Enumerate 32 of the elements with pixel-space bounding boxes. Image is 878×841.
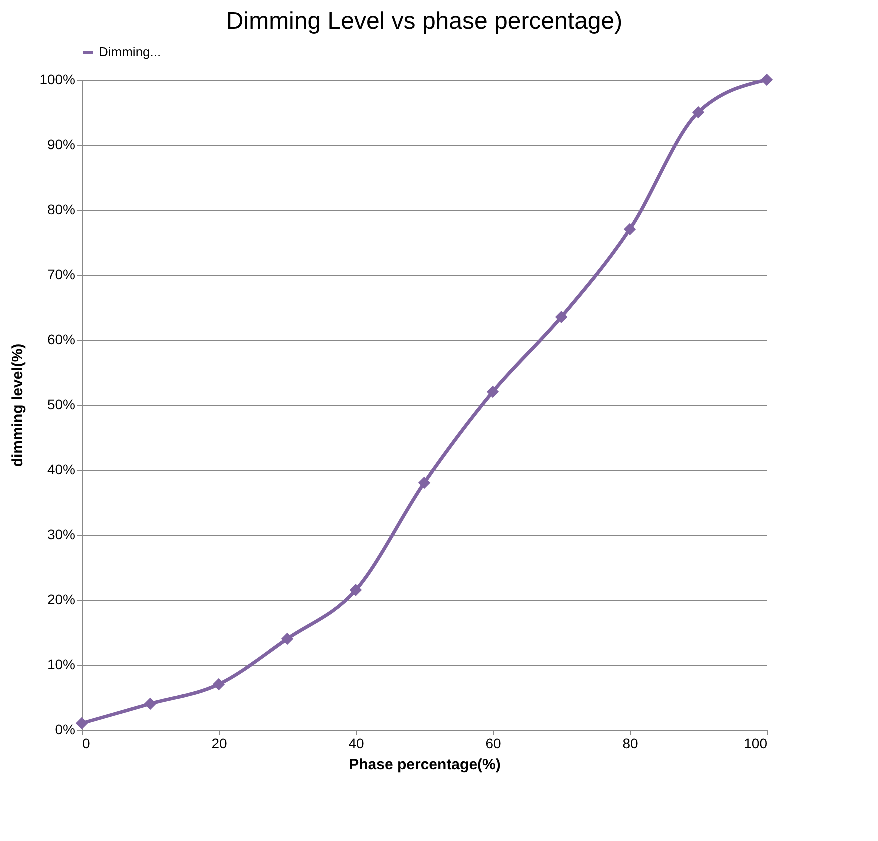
y-tick-label: 100%	[40, 72, 76, 88]
y-tick-label: 40%	[47, 462, 76, 478]
y-tick-label: 20%	[47, 592, 76, 608]
y-tick-label: 30%	[47, 526, 76, 542]
point	[555, 311, 568, 324]
point	[624, 223, 636, 236]
point	[76, 717, 88, 730]
point	[692, 106, 705, 119]
chart-title: Dimming Level vs phase percentage)	[226, 8, 623, 35]
point	[486, 386, 500, 398]
y-tick-label: 90%	[47, 136, 76, 152]
y-tick-label: 50%	[47, 396, 76, 412]
y-tick-label: 70%	[47, 266, 76, 282]
y-tick-label: 80%	[47, 202, 76, 218]
point	[144, 698, 157, 710]
x-tick-label: 20	[212, 736, 228, 752]
x-tick-label: 100	[744, 736, 768, 752]
y-axis-title: dimming level(%)	[10, 344, 27, 468]
y-tick-label: 0%	[55, 722, 76, 738]
y-tick-label: 10%	[47, 656, 76, 672]
point	[212, 678, 226, 691]
point	[418, 476, 431, 490]
x-tick-label: 80	[622, 736, 638, 752]
x-axis-title: Phase percentage(%)	[349, 756, 501, 774]
legend-label: Dimming...	[99, 44, 162, 60]
point	[350, 584, 362, 596]
point	[760, 74, 774, 86]
point	[281, 632, 294, 646]
x-tick-label: 40	[348, 736, 364, 752]
x-tick-label: 0	[82, 736, 90, 752]
y-tick-label: 60%	[47, 332, 76, 348]
x-tick-label: 60	[486, 736, 502, 752]
